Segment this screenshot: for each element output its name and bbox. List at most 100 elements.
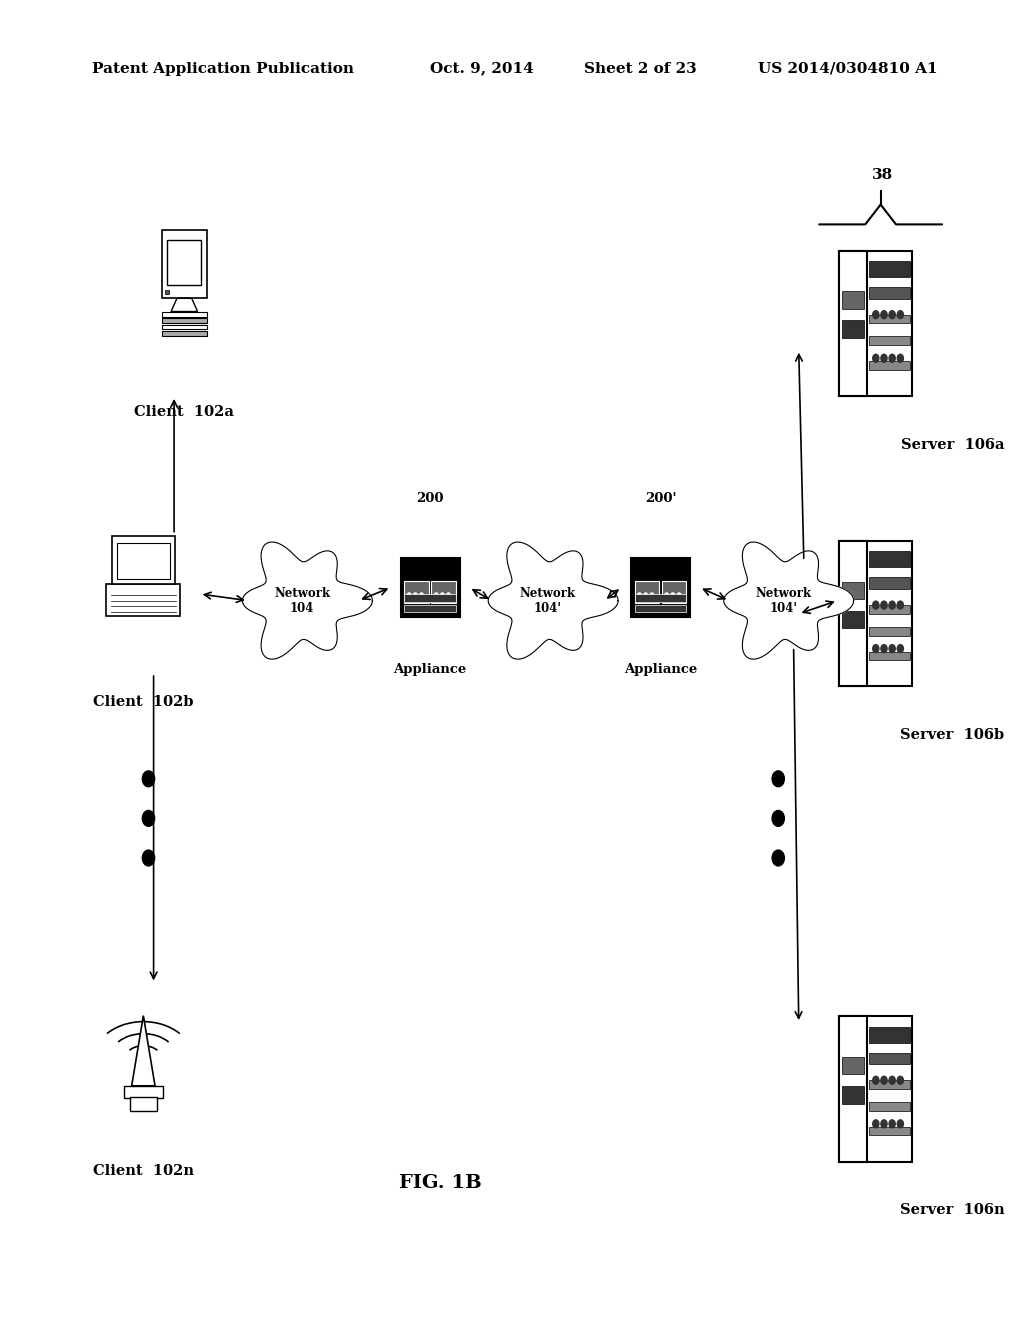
Circle shape bbox=[408, 593, 411, 598]
FancyBboxPatch shape bbox=[839, 541, 912, 686]
Circle shape bbox=[677, 593, 681, 598]
Polygon shape bbox=[171, 298, 198, 312]
FancyBboxPatch shape bbox=[635, 605, 686, 612]
Text: Server  106n: Server 106n bbox=[900, 1204, 1005, 1217]
FancyBboxPatch shape bbox=[400, 558, 460, 616]
Circle shape bbox=[142, 810, 155, 826]
Circle shape bbox=[897, 601, 903, 609]
Circle shape bbox=[897, 1076, 903, 1084]
FancyBboxPatch shape bbox=[839, 251, 866, 396]
Text: Server  106a: Server 106a bbox=[900, 438, 1005, 451]
Text: Client  102n: Client 102n bbox=[93, 1164, 194, 1177]
Circle shape bbox=[638, 593, 641, 598]
FancyBboxPatch shape bbox=[839, 541, 866, 686]
FancyBboxPatch shape bbox=[404, 581, 429, 603]
FancyBboxPatch shape bbox=[869, 1053, 910, 1064]
Polygon shape bbox=[243, 543, 373, 659]
FancyBboxPatch shape bbox=[404, 605, 456, 612]
FancyBboxPatch shape bbox=[162, 230, 207, 298]
Circle shape bbox=[897, 310, 903, 318]
FancyBboxPatch shape bbox=[404, 594, 456, 602]
Circle shape bbox=[772, 850, 784, 866]
Text: 200: 200 bbox=[417, 491, 443, 504]
Circle shape bbox=[772, 810, 784, 826]
FancyBboxPatch shape bbox=[869, 605, 910, 614]
Text: Client  102a: Client 102a bbox=[134, 405, 234, 418]
Polygon shape bbox=[724, 543, 854, 659]
Circle shape bbox=[434, 593, 438, 598]
FancyBboxPatch shape bbox=[635, 581, 659, 603]
Circle shape bbox=[881, 354, 887, 362]
Circle shape bbox=[142, 771, 155, 787]
FancyBboxPatch shape bbox=[869, 288, 910, 298]
FancyBboxPatch shape bbox=[167, 240, 201, 285]
Circle shape bbox=[872, 601, 879, 609]
Circle shape bbox=[772, 771, 784, 787]
Circle shape bbox=[897, 354, 903, 362]
Circle shape bbox=[446, 593, 451, 598]
Text: Appliance: Appliance bbox=[393, 663, 467, 676]
FancyBboxPatch shape bbox=[869, 314, 910, 323]
Circle shape bbox=[872, 310, 879, 318]
Circle shape bbox=[889, 601, 895, 609]
Bar bbox=[162, 331, 207, 335]
FancyBboxPatch shape bbox=[117, 544, 170, 579]
Polygon shape bbox=[488, 543, 618, 659]
Bar bbox=[842, 611, 864, 628]
Circle shape bbox=[414, 593, 417, 598]
FancyBboxPatch shape bbox=[869, 337, 910, 346]
Text: Server  106b: Server 106b bbox=[900, 729, 1005, 742]
Circle shape bbox=[650, 593, 654, 598]
Bar bbox=[165, 290, 169, 294]
FancyBboxPatch shape bbox=[869, 577, 910, 589]
Bar bbox=[130, 1097, 157, 1111]
Bar bbox=[162, 312, 207, 317]
Circle shape bbox=[889, 1076, 895, 1084]
Circle shape bbox=[872, 1119, 879, 1127]
Bar bbox=[842, 321, 864, 338]
Text: 200': 200' bbox=[645, 491, 676, 504]
FancyBboxPatch shape bbox=[869, 1080, 910, 1089]
Circle shape bbox=[142, 850, 155, 866]
Circle shape bbox=[872, 644, 879, 652]
Text: Appliance: Appliance bbox=[624, 663, 697, 676]
Circle shape bbox=[897, 644, 903, 652]
Circle shape bbox=[889, 310, 895, 318]
FancyBboxPatch shape bbox=[869, 627, 910, 635]
Text: Oct. 9, 2014: Oct. 9, 2014 bbox=[430, 62, 534, 75]
Circle shape bbox=[440, 593, 444, 598]
Polygon shape bbox=[132, 1015, 155, 1086]
Text: Patent Application Publication: Patent Application Publication bbox=[92, 62, 354, 75]
Circle shape bbox=[671, 593, 675, 598]
Text: Network
104': Network 104' bbox=[520, 586, 575, 615]
FancyBboxPatch shape bbox=[869, 652, 910, 660]
Text: FIG. 1B: FIG. 1B bbox=[399, 1173, 481, 1192]
Bar bbox=[842, 1057, 864, 1074]
FancyBboxPatch shape bbox=[635, 594, 686, 602]
FancyBboxPatch shape bbox=[869, 1102, 910, 1111]
FancyBboxPatch shape bbox=[631, 558, 690, 616]
Circle shape bbox=[665, 593, 669, 598]
Circle shape bbox=[881, 644, 887, 652]
Circle shape bbox=[881, 1119, 887, 1127]
Text: 38: 38 bbox=[872, 168, 893, 182]
Circle shape bbox=[644, 593, 647, 598]
Circle shape bbox=[881, 1076, 887, 1084]
Circle shape bbox=[897, 1119, 903, 1127]
Bar bbox=[162, 325, 207, 330]
FancyBboxPatch shape bbox=[869, 261, 910, 277]
Text: Network
104: Network 104 bbox=[274, 586, 330, 615]
Circle shape bbox=[420, 593, 424, 598]
Circle shape bbox=[881, 310, 887, 318]
Circle shape bbox=[872, 1076, 879, 1084]
Circle shape bbox=[872, 354, 879, 362]
Text: Network
104': Network 104' bbox=[756, 586, 811, 615]
Text: Client  102b: Client 102b bbox=[93, 696, 194, 709]
FancyBboxPatch shape bbox=[106, 583, 180, 616]
Circle shape bbox=[881, 601, 887, 609]
FancyBboxPatch shape bbox=[839, 251, 912, 396]
FancyBboxPatch shape bbox=[869, 362, 910, 370]
FancyBboxPatch shape bbox=[869, 1127, 910, 1135]
FancyBboxPatch shape bbox=[112, 536, 175, 583]
Circle shape bbox=[889, 354, 895, 362]
